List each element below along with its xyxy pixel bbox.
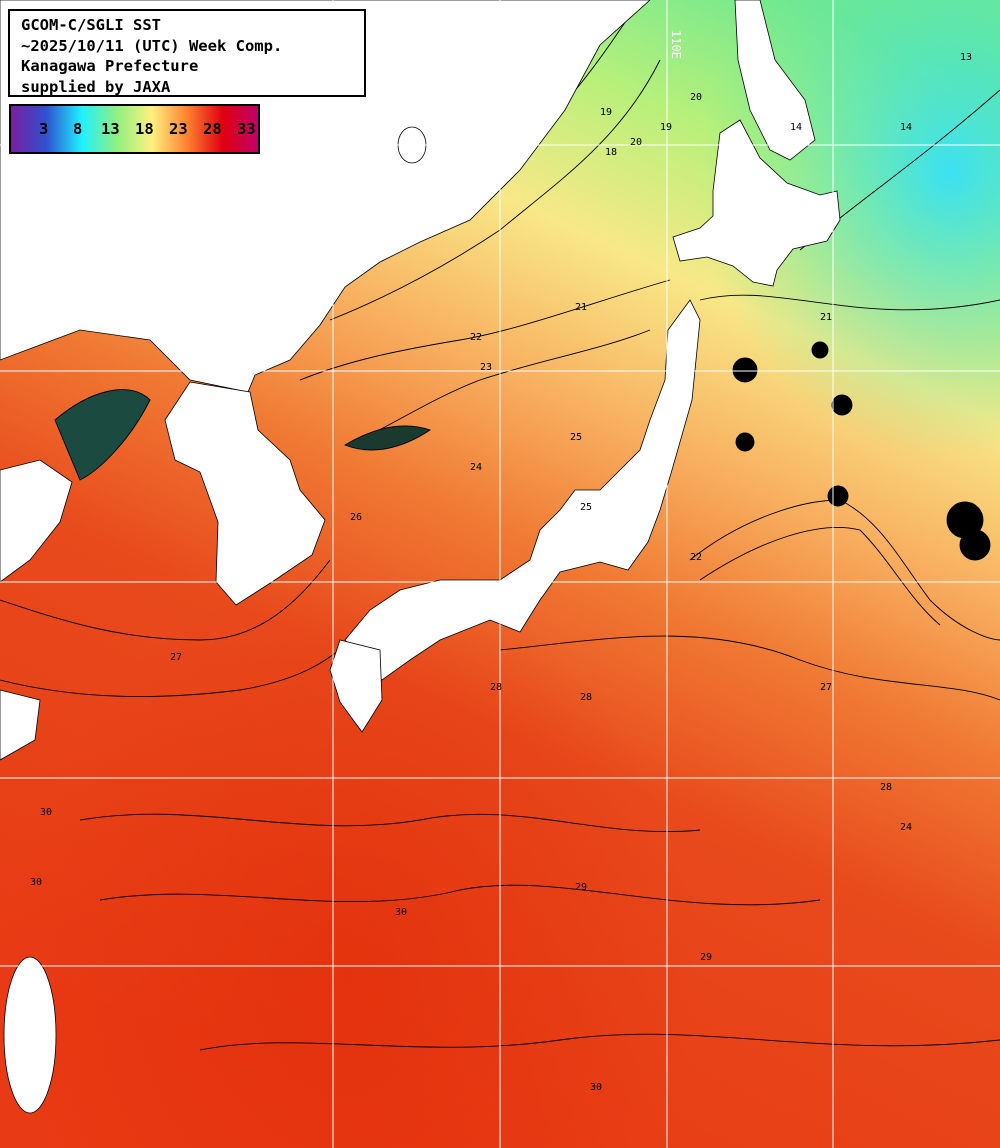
contour-label: 20 [690, 92, 702, 103]
contour-label: 27 [820, 682, 832, 693]
title-supplier-prefecture: Kanagawa Prefecture [21, 57, 199, 75]
land-southwest-coast [0, 689, 41, 761]
contour-cluster [827, 485, 849, 507]
land-taiwan-island [3, 956, 57, 1114]
color-scale-legend: 3 8 13 18 23 28 33 [9, 104, 260, 154]
contour-cluster [811, 341, 829, 359]
contour-label: 29 [575, 882, 587, 893]
contour-label: 28 [880, 782, 892, 793]
contour-label: 23 [480, 362, 492, 373]
contour-line [99, 884, 821, 906]
legend-tick: 13 [101, 120, 120, 138]
land-masses [0, 0, 841, 1114]
contour-cluster [959, 529, 991, 561]
contour-cluster [732, 357, 758, 383]
contour-label: 21 [820, 312, 832, 323]
contour-cluster [831, 394, 853, 416]
contour-cluster [343, 425, 432, 451]
isotherm-contours [0, 0, 1000, 1051]
grid-longitude-label: 110E [669, 30, 683, 59]
legend-tick: 23 [169, 120, 188, 138]
contour-label: 24 [470, 462, 482, 473]
land-main-island [344, 299, 701, 681]
contour-cluster [735, 432, 755, 452]
contour-line [699, 294, 1000, 311]
title-credit: supplied by JAXA [21, 77, 171, 96]
legend-tick: 33 [237, 120, 256, 138]
contour-label: 27 [170, 652, 182, 663]
contour-line [359, 329, 651, 441]
land-north-island-strip [734, 0, 816, 161]
contour-cluster [54, 389, 151, 481]
contour-line [0, 559, 331, 641]
contour-label: 28 [490, 682, 502, 693]
contour-label: 25 [570, 432, 582, 443]
contour-label: 21 [575, 302, 587, 313]
land-west-coast [0, 459, 73, 583]
contour-label: 26 [350, 512, 362, 523]
contour-label: 30 [30, 877, 42, 888]
contour-label: 14 [900, 122, 912, 133]
land-southern-island [329, 639, 383, 733]
contour-labels: 14 14 13 19 20 19 18 20 21 22 23 24 25 25 26 27 28 28 29 30… [30, 52, 972, 1093]
legend-tick: 28 [203, 120, 222, 138]
contour-line [199, 1033, 1000, 1051]
contour-label: 25 [580, 502, 592, 513]
legend-tick: 18 [135, 120, 154, 138]
contour-label: 22 [470, 332, 482, 343]
legend-tick: 3 [39, 120, 49, 138]
legend-tick: 8 [73, 120, 83, 138]
contour-label: 30 [590, 1082, 602, 1093]
contour-label: 20 [630, 137, 642, 148]
contour-label: 14 [790, 122, 802, 133]
contour-label: 29 [700, 952, 712, 963]
contour-label: 28 [580, 692, 592, 703]
land-continent-north [0, 0, 651, 393]
title-date: ~2025/10/11 (UTC) Week Comp. [21, 36, 283, 55]
contour-label: 13 [960, 52, 972, 63]
title-product: GCOM-C/SGLI SST [21, 16, 161, 34]
land-northern-island [672, 119, 841, 287]
contour-label: 19 [660, 122, 672, 133]
contour-line [0, 639, 351, 697]
contour-label: 30 [40, 807, 52, 818]
contour-line [689, 499, 1000, 641]
title-box: GCOM-C/SGLI SST ~2025/10/11 (UTC) Week C… [8, 9, 366, 97]
contour-line [499, 635, 1000, 701]
contour-label: 24 [900, 822, 912, 833]
contour-label: 19 [600, 107, 612, 118]
contour-line [79, 813, 701, 833]
contour-label: 18 [605, 147, 617, 158]
contour-line [299, 279, 671, 381]
contour-line [699, 527, 941, 626]
contour-label: 22 [690, 552, 702, 563]
contour-label: 30 [395, 907, 407, 918]
